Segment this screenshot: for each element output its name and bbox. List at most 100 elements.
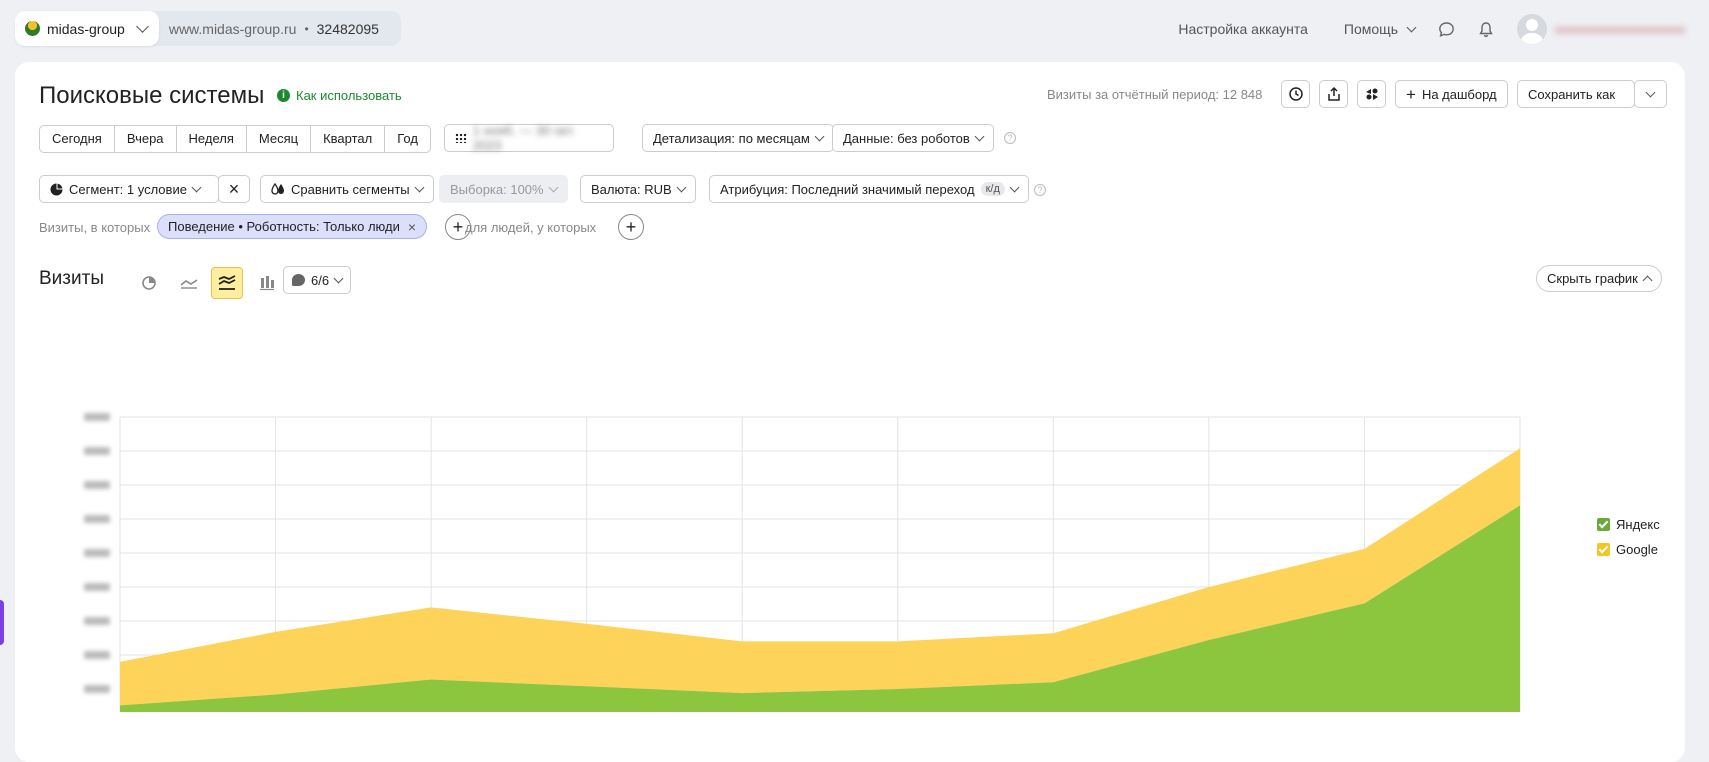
pie-icon <box>50 183 63 195</box>
site-selector[interactable]: midas-group www.midas-group.ru • 3248209… <box>15 11 401 46</box>
bell-icon[interactable] <box>1477 20 1495 38</box>
filter-chip-label: Поведение • Роботность: Только люди <box>168 219 400 234</box>
plus-icon: + <box>625 216 637 237</box>
save-as-button[interactable]: Сохранить как <box>1517 80 1635 108</box>
legend-item-yandex[interactable]: Яндекс <box>1597 517 1660 532</box>
clear-segment-button[interactable]: × <box>218 175 250 203</box>
save-as-dropdown[interactable] <box>1634 80 1667 108</box>
visits-area-chart: 0HHHHH <box>84 413 1521 712</box>
help-label: Помощь <box>1343 21 1398 37</box>
data-filter-label: Данные: без роботов <box>843 130 970 146</box>
site-dropdown[interactable]: midas-group <box>15 11 159 46</box>
area-series-google <box>120 448 1520 706</box>
chevron-down-icon <box>1645 87 1656 97</box>
add-to-dashboard-label: На дашборд <box>1421 86 1497 102</box>
y-tick-label-blurred <box>84 515 110 523</box>
behavior-filter-chip[interactable]: Поведение • Роботность: Только люди × <box>157 214 428 239</box>
chevron-down-icon <box>333 273 344 283</box>
line-chart-button[interactable] <box>173 267 205 299</box>
attribution-label: Атрибуция: Последний значимый переход <box>720 181 975 197</box>
avatar[interactable] <box>1517 14 1547 44</box>
user-email-blurred[interactable]: nnnnnnnnnnnnnnnnnn <box>1555 21 1686 37</box>
attribution-dropdown[interactable]: Атрибуция: Последний значимый переход к/… <box>709 175 1029 203</box>
calendar-grid-icon <box>455 133 467 143</box>
how-to-use-link[interactable]: i Как использовать <box>277 88 402 103</box>
chevron-up-icon <box>1642 275 1653 286</box>
period-today[interactable]: Сегодня <box>40 126 115 152</box>
chevron-down-icon <box>974 131 985 141</box>
area-chart-button[interactable] <box>211 267 243 299</box>
hide-chart-button[interactable]: Скрыть график <box>1536 265 1662 292</box>
site-name: midas-group <box>47 20 125 37</box>
data-filter-dropdown[interactable]: Данные: без роботов <box>832 124 994 152</box>
side-tab[interactable] <box>0 600 4 645</box>
save-as-label: Сохранить как <box>1528 86 1616 102</box>
history-button[interactable] <box>1281 80 1310 108</box>
site-url: www.midas-group.ru <box>168 20 297 37</box>
close-icon: × <box>228 179 240 199</box>
checkbox-checked-icon[interactable] <box>1597 518 1610 531</box>
checkbox-checked-icon[interactable] <box>1597 543 1610 556</box>
bar-chart-button[interactable] <box>251 267 283 299</box>
compare-view-button[interactable] <box>1357 80 1386 108</box>
close-icon[interactable]: × <box>407 218 417 235</box>
y-tick-label-blurred <box>84 685 110 693</box>
segment-dropdown[interactable]: Сегмент: 1 условие <box>39 175 219 203</box>
y-tick-label-blurred <box>84 651 110 659</box>
drops-icon <box>271 182 284 195</box>
period-year[interactable]: Год <box>397 131 418 146</box>
pie-chart-icon <box>142 276 156 290</box>
area-series-yandex <box>120 505 1520 712</box>
share-icon <box>1327 86 1340 101</box>
period-week[interactable]: Неделя <box>177 126 247 152</box>
export-button[interactable] <box>1319 80 1348 108</box>
help-icon[interactable]: ? <box>1034 184 1046 196</box>
people-where-label: для людей, у которых <box>465 220 597 235</box>
currency-dropdown[interactable]: Валюта: RUB <box>580 175 696 203</box>
help-icon[interactable]: ? <box>1004 132 1016 144</box>
period-yesterday[interactable]: Вчера <box>115 126 177 152</box>
bar-chart-icon <box>260 276 274 291</box>
pie-chart-button[interactable] <box>133 267 165 299</box>
period-month[interactable]: Месяц <box>247 126 312 152</box>
compare-segments-dropdown[interactable]: Сравнить сегменты <box>260 175 434 203</box>
chevron-down-icon <box>548 182 559 192</box>
chevron-down-icon <box>135 19 149 33</box>
info-icon: i <box>277 89 290 102</box>
report-card: Поисковые системы i Как использовать Виз… <box>15 62 1685 762</box>
line-chart-icon <box>180 279 198 289</box>
separator-dot: • <box>304 21 309 36</box>
hide-chart-label: Скрыть график <box>1547 271 1638 286</box>
chat-icon[interactable] <box>1437 20 1455 38</box>
period-selector: Сегодня Вчера Неделя Месяц Квартал Год <box>39 125 431 153</box>
date-range-blurred: 1 нояб. — 30 окт. 2023 <box>472 123 576 153</box>
y-tick-label-blurred <box>84 481 110 489</box>
chart-title: Визиты <box>39 268 104 289</box>
chevron-down-icon <box>1009 182 1020 192</box>
period-quarter[interactable]: Квартал <box>311 126 386 152</box>
comments-dropdown[interactable]: 6/6 <box>283 266 352 294</box>
top-right-menu: Настройка аккаунта Помощь nnnnnnnnnnnnnn… <box>1178 0 1709 58</box>
sample-label: Выборка: 100% <box>450 181 544 197</box>
counter-id: 32482095 <box>316 20 379 37</box>
add-people-condition-button[interactable]: + <box>618 214 644 240</box>
comment-icon <box>292 274 305 286</box>
clock-icon <box>1288 87 1303 101</box>
add-to-dashboard-button[interactable]: + На дашборд <box>1395 80 1508 108</box>
help-menu[interactable]: Помощь <box>1343 21 1417 37</box>
legend-label: Яндекс <box>1616 517 1660 532</box>
area-chart-icon <box>218 275 236 290</box>
date-range-picker[interactable]: 1 нояб. — 30 окт. 2023 <box>444 123 614 153</box>
legend-item-google[interactable]: Google <box>1597 542 1658 557</box>
detail-dropdown[interactable]: Детализация: по месяцам <box>642 124 834 152</box>
plus-icon: + <box>1406 84 1416 104</box>
y-tick-label-blurred <box>84 549 110 557</box>
top-bar: midas-group www.midas-group.ru • 3248209… <box>0 0 1709 58</box>
account-settings-link[interactable]: Настройка аккаунта <box>1178 21 1308 37</box>
compare-segments-label: Сравнить сегменты <box>291 181 410 197</box>
detail-label: Детализация: по месяцам <box>653 130 810 146</box>
plus-icon: + <box>452 216 464 237</box>
add-visit-condition-button[interactable]: + <box>445 214 471 240</box>
chevron-down-icon <box>414 182 425 192</box>
y-tick-label-blurred <box>84 617 110 625</box>
